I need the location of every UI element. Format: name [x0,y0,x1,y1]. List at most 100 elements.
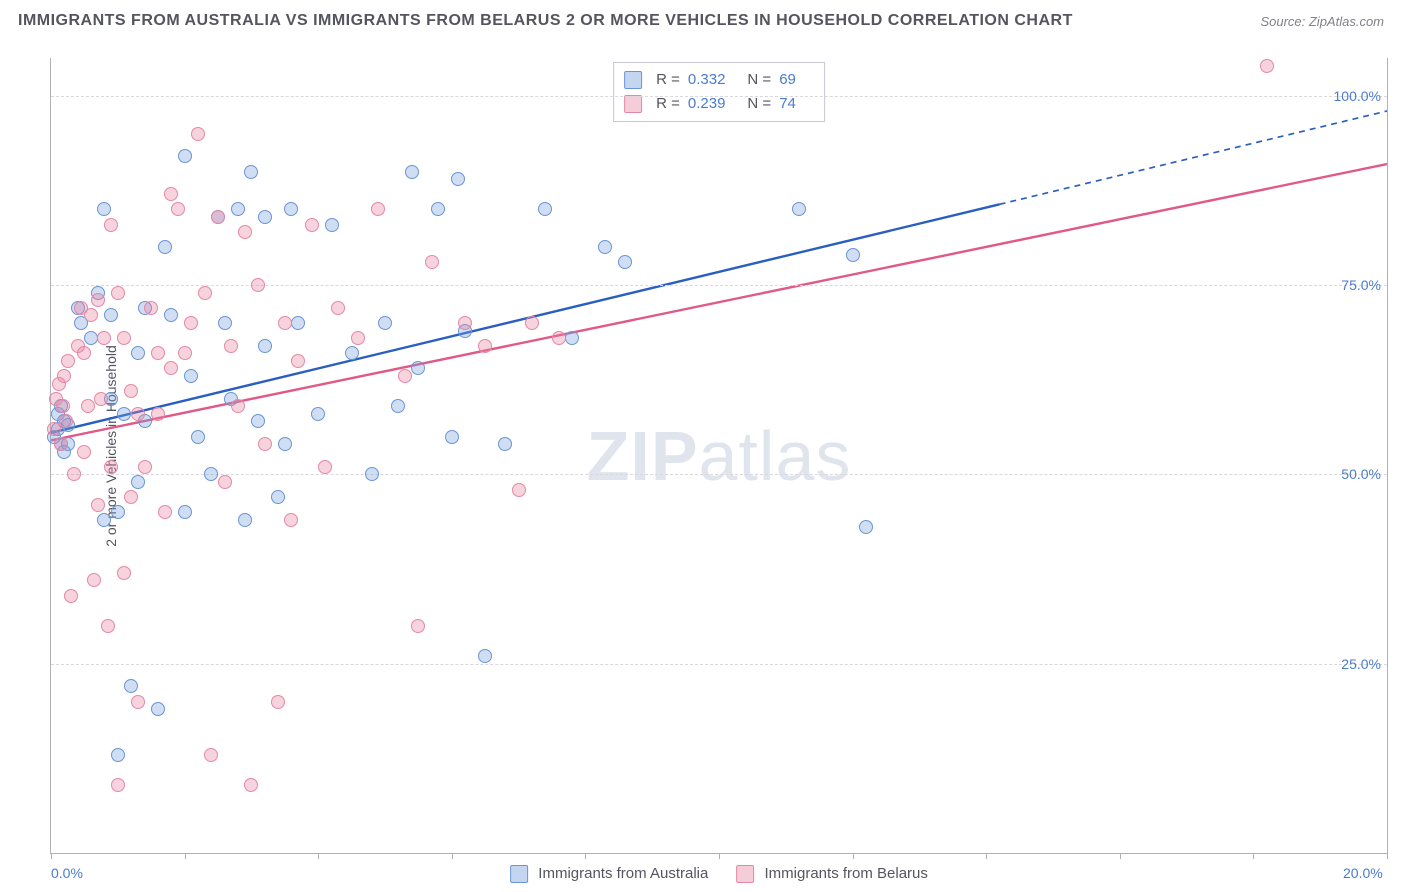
scatter-point [97,331,111,345]
scatter-point [64,589,78,603]
scatter-point [238,513,252,527]
scatter-point [425,255,439,269]
scatter-point [231,202,245,216]
scatter-point [117,566,131,580]
scatter-point [405,165,419,179]
scatter-point [445,430,459,444]
grid-line [51,664,1387,665]
chart-title: IMMIGRANTS FROM AUSTRALIA VS IMMIGRANTS … [18,12,1073,30]
scatter-point [111,505,125,519]
swatch-australia [510,865,528,883]
scatter-point [278,316,292,330]
scatter-point [251,278,265,292]
scatter-point [244,778,258,792]
scatter-point [284,202,298,216]
scatter-point [164,361,178,375]
scatter-point [598,240,612,254]
scatter-point [218,316,232,330]
scatter-point [178,505,192,519]
scatter-point [104,460,118,474]
scatter-point [144,301,158,315]
scatter-point [57,369,71,383]
scatter-point [451,172,465,186]
scatter-point [191,127,205,141]
r-label: R = [656,68,680,92]
scatter-point [124,679,138,693]
scatter-point [345,346,359,360]
series-name-belarus: Immigrants from Belarus [765,865,928,882]
scatter-point [291,316,305,330]
scatter-point [391,399,405,413]
scatter-point [311,407,325,421]
scatter-point [318,460,332,474]
scatter-point [565,331,579,345]
scatter-point [81,399,95,413]
scatter-point [184,316,198,330]
scatter-point [91,293,105,307]
scatter-point [117,407,131,421]
scatter-point [151,407,165,421]
y-tick-label: 50.0% [1341,466,1381,482]
scatter-point [104,218,118,232]
swatch-belarus [736,865,754,883]
scatter-point [101,619,115,633]
scatter-point [1260,59,1274,73]
scatter-point [164,187,178,201]
scatter-point [538,202,552,216]
scatter-point [792,202,806,216]
scatter-point [478,649,492,663]
source-attribution: Source: ZipAtlas.com [1260,14,1384,29]
scatter-point [124,384,138,398]
x-tick [185,853,186,859]
n-label: N = [747,68,771,92]
scatter-point [231,399,245,413]
scatter-point [244,165,258,179]
scatter-point [178,149,192,163]
scatter-point [184,369,198,383]
scatter-point [198,286,212,300]
scatter-point [398,369,412,383]
scatter-point [117,331,131,345]
scatter-point [54,437,68,451]
swatch-australia [624,71,642,89]
scatter-point [525,316,539,330]
legend-item-australia: Immigrants from Australia [510,865,708,883]
scatter-point [271,695,285,709]
scatter-point [151,702,165,716]
scatter-point [171,202,185,216]
r-value-australia: 0.332 [688,68,726,92]
legend-row-australia: R = 0.332 N = 69 [624,68,810,92]
scatter-point [77,445,91,459]
scatter-point [859,520,873,534]
grid-line [51,96,1387,97]
scatter-point [371,202,385,216]
scatter-point [131,475,145,489]
scatter-point [111,778,125,792]
scatter-point [618,255,632,269]
scatter-point [84,331,98,345]
scatter-point [512,483,526,497]
scatter-point [131,695,145,709]
scatter-point [111,748,125,762]
x-tick-label: 0.0% [51,865,83,881]
x-tick-label: 20.0% [1343,865,1383,881]
scatter-point [351,331,365,345]
scatter-point [158,505,172,519]
scatter-point [278,437,292,451]
y-tick-label: 25.0% [1341,656,1381,672]
x-tick [1120,853,1121,859]
scatter-point [111,286,125,300]
n-value-australia: 69 [779,68,796,92]
scatter-point [305,218,319,232]
scatter-point [204,748,218,762]
scatter-point [178,346,192,360]
watermark: ZIPatlas [587,416,852,496]
scatter-plot: ZIPatlas R = 0.332 N = 69 R = 0.239 N = … [50,58,1388,854]
scatter-point [365,467,379,481]
scatter-point [238,225,252,239]
scatter-point [87,573,101,587]
x-tick [986,853,987,859]
scatter-point [331,301,345,315]
scatter-point [151,346,165,360]
scatter-point [97,513,111,527]
